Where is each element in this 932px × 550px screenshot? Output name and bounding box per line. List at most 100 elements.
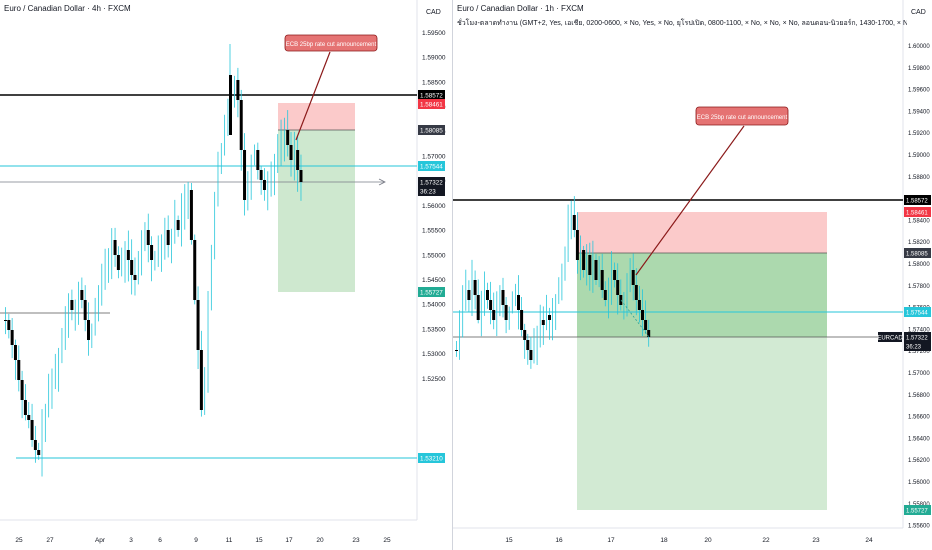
- candle-body: [286, 130, 290, 145]
- time-tick: 20: [316, 537, 324, 544]
- time-tick: 24: [865, 537, 873, 544]
- price-tick: 1.57200: [908, 349, 930, 355]
- price-label-tag: [418, 186, 445, 196]
- candle-body: [616, 280, 620, 295]
- time-tick: 3: [129, 537, 133, 544]
- price-tick: 1.56200: [908, 458, 930, 464]
- price-label-tag: [904, 207, 931, 217]
- time-tick: 6: [158, 537, 162, 544]
- candle-body: [27, 415, 31, 420]
- candle-body: [572, 215, 576, 230]
- candle-body: [13, 345, 17, 360]
- price-tick: 1.52500: [422, 376, 446, 383]
- candle-body: [30, 420, 34, 440]
- price-label-text: 36:23: [420, 189, 436, 196]
- price-tick: 1.56600: [908, 415, 930, 421]
- candle-body: [17, 360, 21, 380]
- candle-body: [83, 300, 87, 320]
- price-tick: 1.55800: [908, 502, 930, 508]
- annotation-text: ECB 25bp rate cut announcement: [286, 42, 377, 48]
- indicator-legend[interactable]: ชั่วโมง-ตลาดทำงาน (GMT+2, Yes, เอเชีย, 0…: [457, 20, 907, 27]
- chart-pane-1h[interactable]: Euro / Canadian Dollar · 1h · FXCM ชั่วโ…: [452, 0, 932, 550]
- annotation-pointer: [295, 51, 331, 141]
- time-tick: 15: [255, 537, 263, 544]
- time-tick: 25: [15, 537, 23, 544]
- price-label-text: 1.57544: [420, 164, 443, 171]
- price-tick: 1.60000: [908, 44, 930, 50]
- annotation-callout[interactable]: [284, 34, 378, 52]
- candle-body: [588, 255, 592, 275]
- currency-label: CAD: [911, 9, 926, 16]
- chart-canvas-1h[interactable]: CAD 1.60000 1.59800 1.59600 1.59400 1.59200 1.…: [453, 0, 932, 550]
- symbol-tag-text: EURCAD: [877, 336, 903, 342]
- price-label-text: 1.53210: [420, 456, 443, 463]
- price-tick: 1.56000: [422, 203, 446, 210]
- candle-body: [236, 80, 240, 100]
- candle-body: [23, 400, 27, 415]
- candle-body: [133, 275, 137, 280]
- candle-body: [619, 295, 623, 305]
- candle-body: [4, 320, 7, 321]
- price-axis[interactable]: [903, 0, 932, 550]
- price-label-tag: [904, 248, 931, 258]
- candle-body: [166, 230, 170, 245]
- candle-body: [20, 380, 24, 400]
- annotation-text: ECB 25bp rate cut announcement: [697, 115, 788, 121]
- price-tick: 1.58400: [908, 218, 930, 224]
- time-tick: 17: [285, 537, 293, 544]
- price-tick: 1.53500: [422, 326, 446, 333]
- candle-body: [87, 320, 90, 340]
- time-tick: 20: [704, 537, 712, 544]
- candle-body: [594, 260, 598, 280]
- candle-body: [582, 250, 586, 270]
- take-profit-zone[interactable]: [577, 253, 827, 510]
- price-tick: 1.59800: [908, 66, 930, 72]
- price-label-tag: [904, 195, 931, 205]
- annotation-callout[interactable]: [695, 106, 789, 126]
- chart-canvas-4h[interactable]: CAD1.595001.590001.585001.580001.575001.…: [0, 0, 452, 550]
- price-tick: 1.59000: [908, 153, 930, 159]
- price-label-text: 1.58572: [906, 199, 928, 205]
- candle-body: [70, 300, 74, 310]
- price-tick: 1.57000: [422, 154, 446, 161]
- price-label-text: 36:23: [906, 345, 922, 351]
- price-tick: 1.55500: [422, 228, 446, 235]
- price-label-tag: [418, 453, 445, 463]
- candle-body: [541, 320, 545, 325]
- candle-body: [259, 170, 263, 180]
- price-label-tag: [418, 177, 445, 187]
- candle-body: [600, 270, 604, 290]
- price-tick: 1.57400: [908, 327, 930, 333]
- price-tick: 1.54000: [422, 302, 446, 309]
- chart-pane-4h[interactable]: Euro / Canadian Dollar · 4h · FXCM CAD 1.…: [0, 0, 452, 550]
- stop-loss-zone[interactable]: [577, 212, 827, 253]
- time-tick: 18: [660, 537, 668, 544]
- candle-body: [631, 270, 635, 285]
- price-label-text: 1.57544: [906, 311, 928, 317]
- candle-body: [489, 300, 493, 310]
- candle-body: [113, 240, 117, 255]
- candle-body: [476, 295, 480, 320]
- candle-body: [504, 305, 508, 320]
- price-tick: 1.57000: [908, 371, 930, 377]
- candle-body: [10, 330, 14, 345]
- price-tick: 1.59400: [908, 109, 930, 115]
- price-tick: 1.56400: [908, 436, 930, 442]
- price-tick: 1.56800: [908, 393, 930, 399]
- candle-body: [7, 320, 11, 330]
- candle-body: [467, 290, 471, 300]
- time-tick: 11: [226, 537, 233, 544]
- stop-loss-zone[interactable]: [278, 103, 355, 130]
- time-tick: Apr: [95, 537, 106, 544]
- time-tick: 27: [46, 537, 54, 544]
- price-label-tag: [904, 307, 931, 317]
- price-label-text: 1.58085: [906, 252, 928, 258]
- candle-body: [130, 260, 134, 275]
- currency-label: CAD: [426, 9, 441, 16]
- candle-body: [644, 320, 648, 330]
- candle-body: [262, 180, 266, 190]
- candle-body: [146, 230, 150, 245]
- candle-body: [296, 150, 300, 170]
- price-tick: 1.53000: [422, 351, 446, 358]
- candle-body: [603, 290, 607, 300]
